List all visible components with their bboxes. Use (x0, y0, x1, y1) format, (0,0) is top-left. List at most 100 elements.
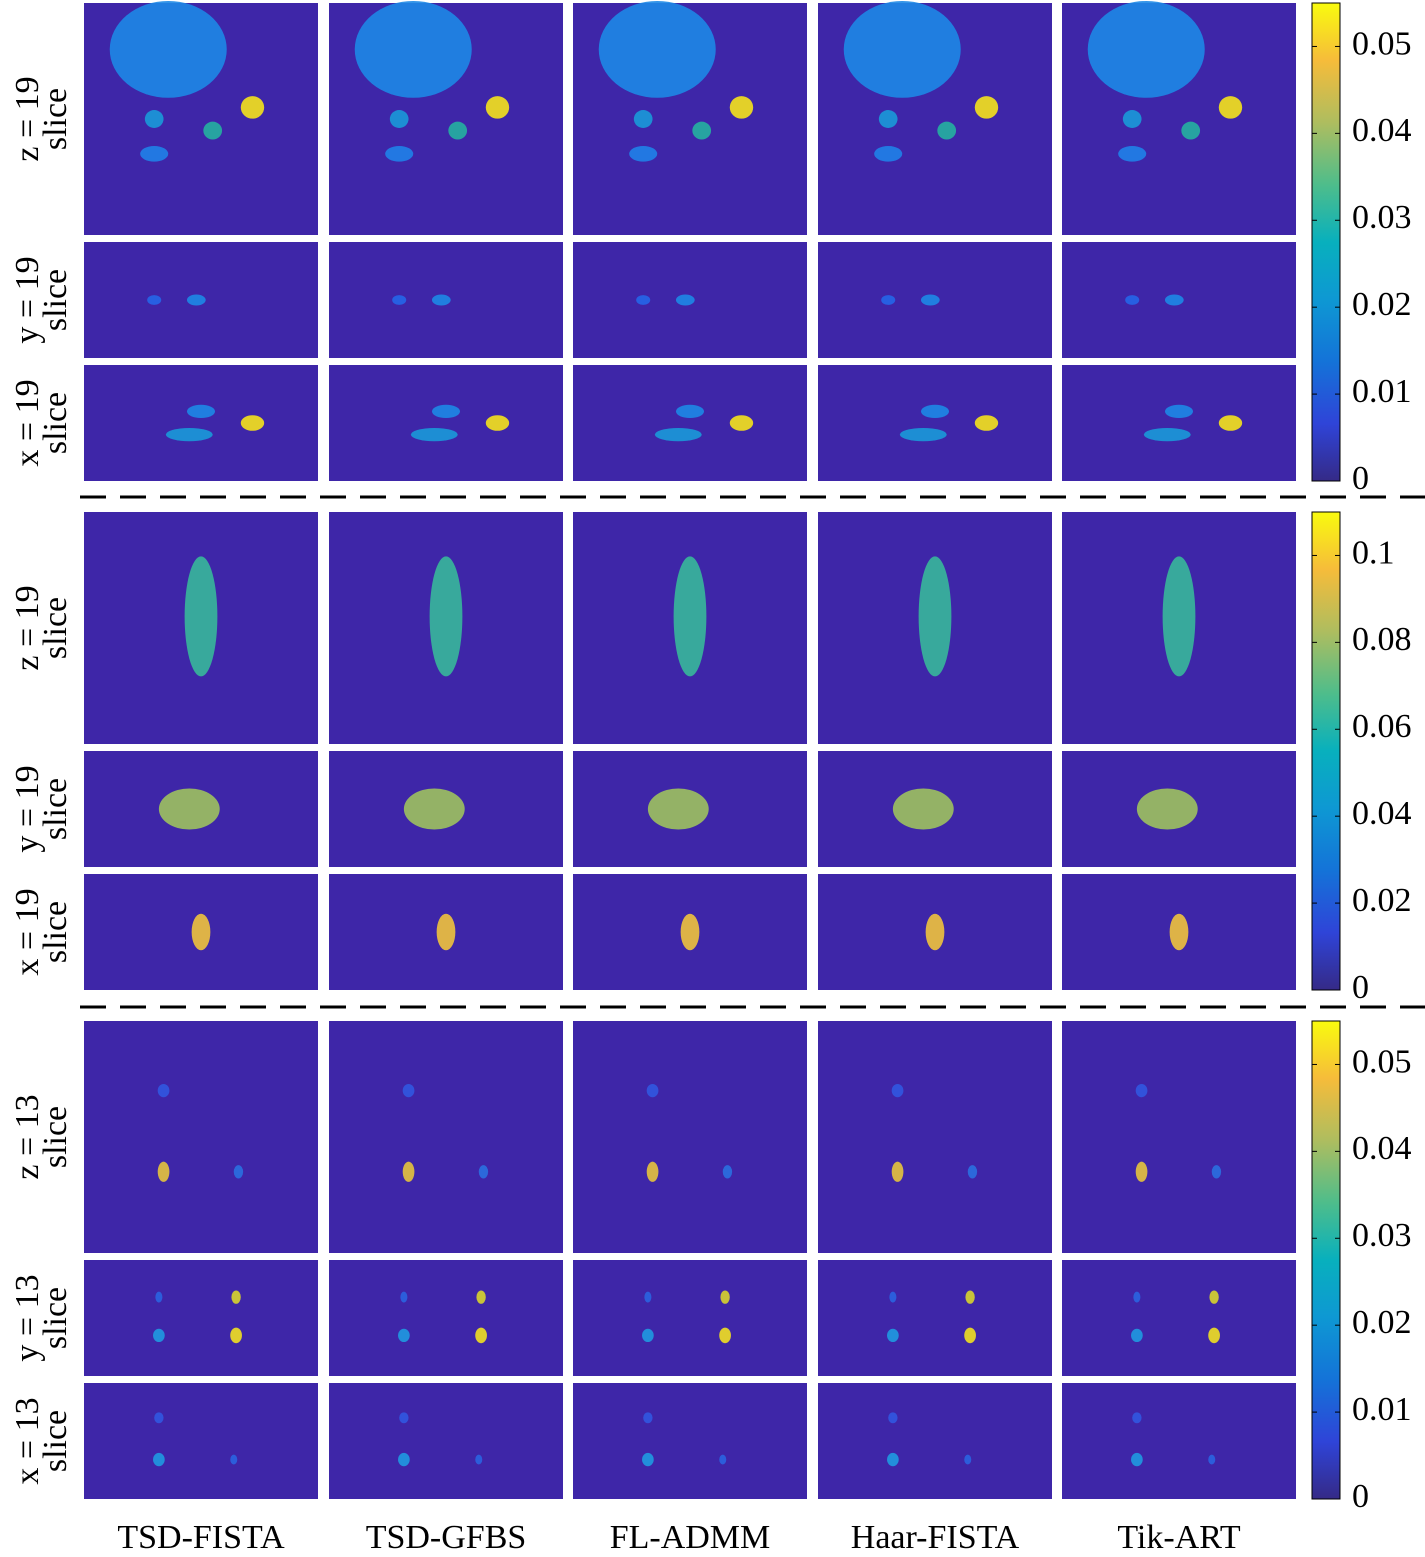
image-feature (654, 427, 702, 442)
image-feature (843, 1, 961, 98)
colorbar-tick-label: 0.04 (1352, 795, 1412, 832)
image-feature (899, 427, 947, 442)
image-feature (158, 788, 220, 830)
image-feature (399, 1412, 409, 1424)
image-feature (644, 1291, 652, 1303)
image-feature (429, 556, 463, 677)
image-feature (240, 415, 265, 431)
image-feature (389, 110, 409, 128)
image-feature (231, 1290, 241, 1304)
row-sublabel: slice (37, 1410, 74, 1472)
image-panel (84, 1260, 318, 1376)
row-label: z = 19 (9, 585, 46, 670)
image-feature (485, 415, 510, 431)
image-feature (392, 295, 407, 305)
colorbar-tick-label: 0.06 (1352, 708, 1412, 745)
image-feature (157, 1161, 170, 1182)
image-feature (964, 1454, 972, 1465)
image-feature (692, 121, 712, 140)
image-feature (719, 1454, 727, 1465)
image-panel (1062, 1260, 1296, 1376)
image-panel (84, 1383, 318, 1499)
image-feature (598, 1, 716, 98)
image-feature (920, 404, 950, 419)
image-feature (233, 1165, 244, 1179)
row-sublabel: slice (37, 269, 74, 331)
image-feature (1125, 295, 1140, 305)
image-feature (888, 1412, 898, 1424)
image-feature (398, 1328, 410, 1343)
image-feature (720, 1290, 730, 1304)
image-feature (402, 1161, 415, 1182)
image-panel (1062, 1021, 1296, 1253)
row-label: x = 19 (9, 379, 46, 466)
image-feature (184, 556, 218, 677)
row-sublabel: slice (37, 778, 74, 840)
image-feature (889, 1291, 897, 1303)
image-feature (475, 1327, 487, 1344)
colorbar-tick-label: 0.03 (1352, 1217, 1412, 1254)
image-feature (881, 295, 896, 305)
colorbar-tick-label: 0.02 (1352, 1304, 1412, 1341)
image-feature (1122, 110, 1142, 128)
colorbar-tick-label: 0.05 (1352, 1043, 1412, 1080)
row-sublabel: slice (37, 1106, 74, 1168)
image-feature (109, 1, 227, 98)
image-panel (818, 1383, 1052, 1499)
image-feature (230, 1454, 238, 1465)
image-panel (329, 1021, 563, 1253)
image-feature (729, 96, 754, 119)
image-panel (818, 1260, 1052, 1376)
image-feature (1164, 404, 1194, 419)
image-feature (719, 1327, 731, 1344)
image-feature (1131, 1452, 1143, 1467)
column-label: FL-ADMM (610, 1519, 771, 1556)
image-feature (1162, 556, 1196, 677)
row-sublabel: slice (37, 392, 74, 454)
image-feature (887, 1452, 899, 1467)
image-panel (84, 1021, 318, 1253)
row-label: y = 13 (9, 1274, 46, 1361)
colorbar-tick-label: 0.05 (1352, 25, 1412, 62)
image-feature (1169, 913, 1189, 951)
image-feature (476, 1290, 486, 1304)
image-feature (918, 556, 952, 677)
colorbar-tick-label: 0.04 (1352, 112, 1412, 149)
image-feature (629, 146, 658, 162)
colorbar-tick-label: 0.02 (1352, 882, 1412, 919)
image-feature (403, 788, 465, 830)
image-feature (203, 121, 223, 140)
image-feature (974, 96, 999, 119)
image-feature (431, 294, 451, 306)
image-feature (1181, 121, 1201, 140)
row-label: y = 19 (9, 256, 46, 343)
image-feature (680, 913, 700, 951)
column-label: Haar-FISTA (851, 1519, 1020, 1556)
image-feature (385, 146, 414, 162)
colorbar-tick-label: 0.03 (1352, 199, 1412, 236)
image-panel (84, 365, 318, 481)
image-feature (478, 1165, 489, 1179)
image-feature (431, 404, 461, 419)
image-feature (1164, 294, 1184, 306)
image-feature (485, 96, 510, 119)
image-feature (891, 1083, 904, 1098)
image-feature (157, 1083, 170, 1098)
image-panel (329, 1260, 563, 1376)
image-feature (436, 913, 456, 951)
image-feature (646, 1161, 659, 1182)
image-feature (675, 294, 695, 306)
image-feature (186, 294, 206, 306)
image-feature (967, 1165, 978, 1179)
image-feature (155, 1291, 163, 1303)
image-panel (329, 1383, 563, 1499)
image-feature (647, 788, 709, 830)
image-feature (729, 415, 754, 431)
image-panel (573, 1260, 807, 1376)
image-feature (1087, 1, 1205, 98)
image-panel (573, 1021, 807, 1253)
image-feature (633, 110, 653, 128)
image-feature (1218, 96, 1243, 119)
row-label: y = 19 (9, 765, 46, 852)
image-panel (1062, 1383, 1296, 1499)
